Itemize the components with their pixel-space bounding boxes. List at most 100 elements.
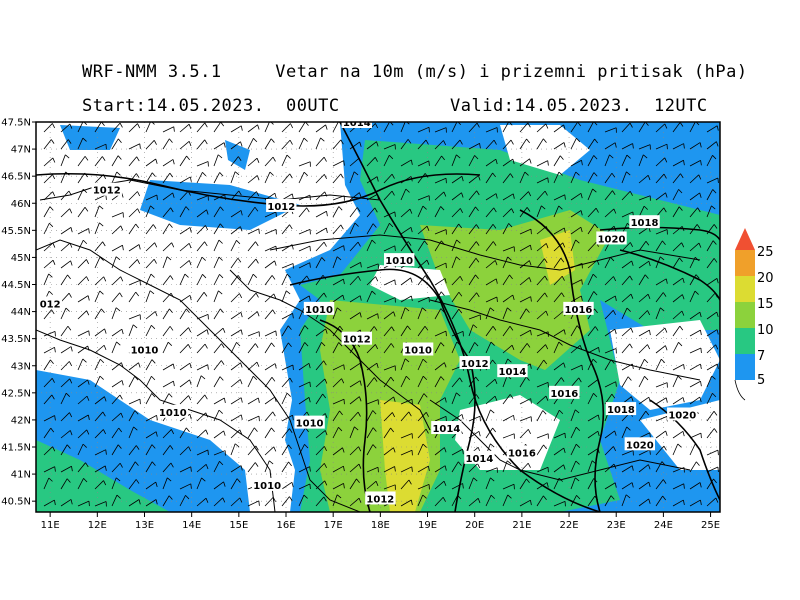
- wind-barb: [94, 143, 107, 150]
- wind-barb: [570, 427, 577, 439]
- wind-barb-feather: [440, 308, 445, 313]
- wind-barb: [553, 329, 565, 337]
- wind-barb: [264, 330, 277, 337]
- wind-barb: [638, 329, 650, 337]
- wind-barb: [587, 393, 594, 405]
- wind-barb: [570, 460, 577, 473]
- wind-barb: [315, 124, 326, 133]
- wind-barb-feather: [493, 207, 497, 213]
- wind-barb: [604, 154, 610, 167]
- wind-barb-feather: [697, 207, 701, 213]
- wind-barb-feather: [169, 275, 174, 280]
- wind-barb: [706, 363, 718, 371]
- wind-barb: [604, 142, 616, 150]
- wind-barb-feather: [424, 173, 429, 178]
- wind-barb: [366, 344, 376, 354]
- wind-barb-feather: [404, 307, 410, 312]
- wind-barb: [179, 155, 187, 167]
- wind-barb-feather: [411, 466, 413, 472]
- legend-label-5: 5: [757, 373, 765, 388]
- isobar-label: 1012: [267, 202, 295, 213]
- wind-barb-feather: [695, 274, 700, 279]
- wind-barb: [485, 260, 496, 269]
- wind-barb-feather: [613, 446, 617, 452]
- wind-barb: [247, 343, 256, 354]
- wind-barb-feather: [343, 466, 345, 472]
- wind-barb: [434, 465, 446, 473]
- isobar-label: 1012: [461, 359, 489, 370]
- wind-barb-feather: [699, 396, 702, 402]
- wind-barb-feather: [169, 308, 173, 314]
- wind-barb: [315, 446, 325, 456]
- wind-barb: [213, 450, 226, 456]
- wind-barb: [553, 500, 566, 507]
- wind-barb: [43, 273, 50, 286]
- wind-barb: [434, 140, 444, 150]
- wind-barb: [77, 259, 87, 269]
- wind-barb-feather: [189, 363, 192, 369]
- wind-barb-feather: [151, 393, 156, 398]
- wind-barb: [213, 154, 219, 167]
- wind-barb: [689, 274, 697, 286]
- wind-barb: [145, 325, 152, 337]
- wind-barb-feather: [507, 494, 512, 499]
- wind-barb: [94, 396, 105, 405]
- wind-barb: [553, 341, 560, 354]
- wind-barb: [332, 307, 338, 320]
- wind-barb-feather: [273, 293, 277, 299]
- wind-barb: [162, 462, 172, 473]
- wind-barb-feather: [155, 481, 158, 487]
- wind-barb: [111, 171, 118, 184]
- wind-barb: [451, 192, 462, 201]
- isobar-label-bg: [549, 385, 580, 399]
- wind-barb-feather: [456, 392, 461, 397]
- wind-barb-feather: [495, 193, 498, 199]
- wind-barb-feather: [105, 194, 107, 200]
- wind-barb: [570, 210, 582, 218]
- wind-barb: [247, 462, 256, 473]
- wind-barb: [689, 329, 701, 337]
- wind-barb: [451, 223, 460, 235]
- wind-barb-feather: [663, 173, 667, 179]
- wind-barb: [128, 426, 134, 439]
- wind-barb: [366, 223, 374, 235]
- wind-barb: [247, 292, 257, 303]
- wind-barb: [502, 139, 512, 150]
- wind-barb: [298, 342, 306, 354]
- wind-barb: [621, 465, 633, 473]
- wind-barb: [247, 228, 259, 235]
- wind-barb-feather: [136, 156, 140, 162]
- wind-barb: [485, 477, 491, 490]
- wind-barb: [281, 377, 291, 388]
- wind-barb-feather: [321, 257, 326, 262]
- wind-barb: [468, 292, 477, 303]
- isobar-label-bg: [303, 301, 335, 315]
- wind-barb: [655, 461, 663, 473]
- wind-barb: [77, 122, 84, 133]
- wind-barb: [264, 396, 276, 405]
- wind-barb-feather: [86, 259, 90, 265]
- wind-barb: [604, 257, 611, 269]
- wind-barb-feather: [458, 291, 463, 297]
- wind-barb: [332, 256, 338, 269]
- wind-barb: [672, 342, 679, 354]
- wind-barb-feather: [357, 411, 361, 417]
- wind-barb-feather: [683, 364, 685, 370]
- wind-barb: [366, 141, 377, 150]
- wind-barb-feather: [407, 241, 412, 246]
- wind-barb: [77, 429, 88, 439]
- isobar-labels: 1014101210120121010101010121010101210141…: [38, 122, 698, 505]
- wind-barb: [417, 160, 430, 167]
- wind-barb-feather: [356, 207, 361, 212]
- wind-barb: [383, 343, 392, 354]
- wind-barb: [162, 429, 172, 439]
- wind-barb-feather: [52, 157, 56, 163]
- wind-barb: [400, 226, 412, 235]
- wind-barb-feather: [614, 142, 617, 148]
- wind-barb-feather: [240, 226, 243, 232]
- wind-barb: [77, 172, 86, 184]
- wind-barb-feather: [393, 311, 396, 317]
- wind-barb-feather: [238, 190, 242, 196]
- wind-barb-feather: [240, 141, 243, 147]
- wind-barb-feather: [256, 191, 260, 197]
